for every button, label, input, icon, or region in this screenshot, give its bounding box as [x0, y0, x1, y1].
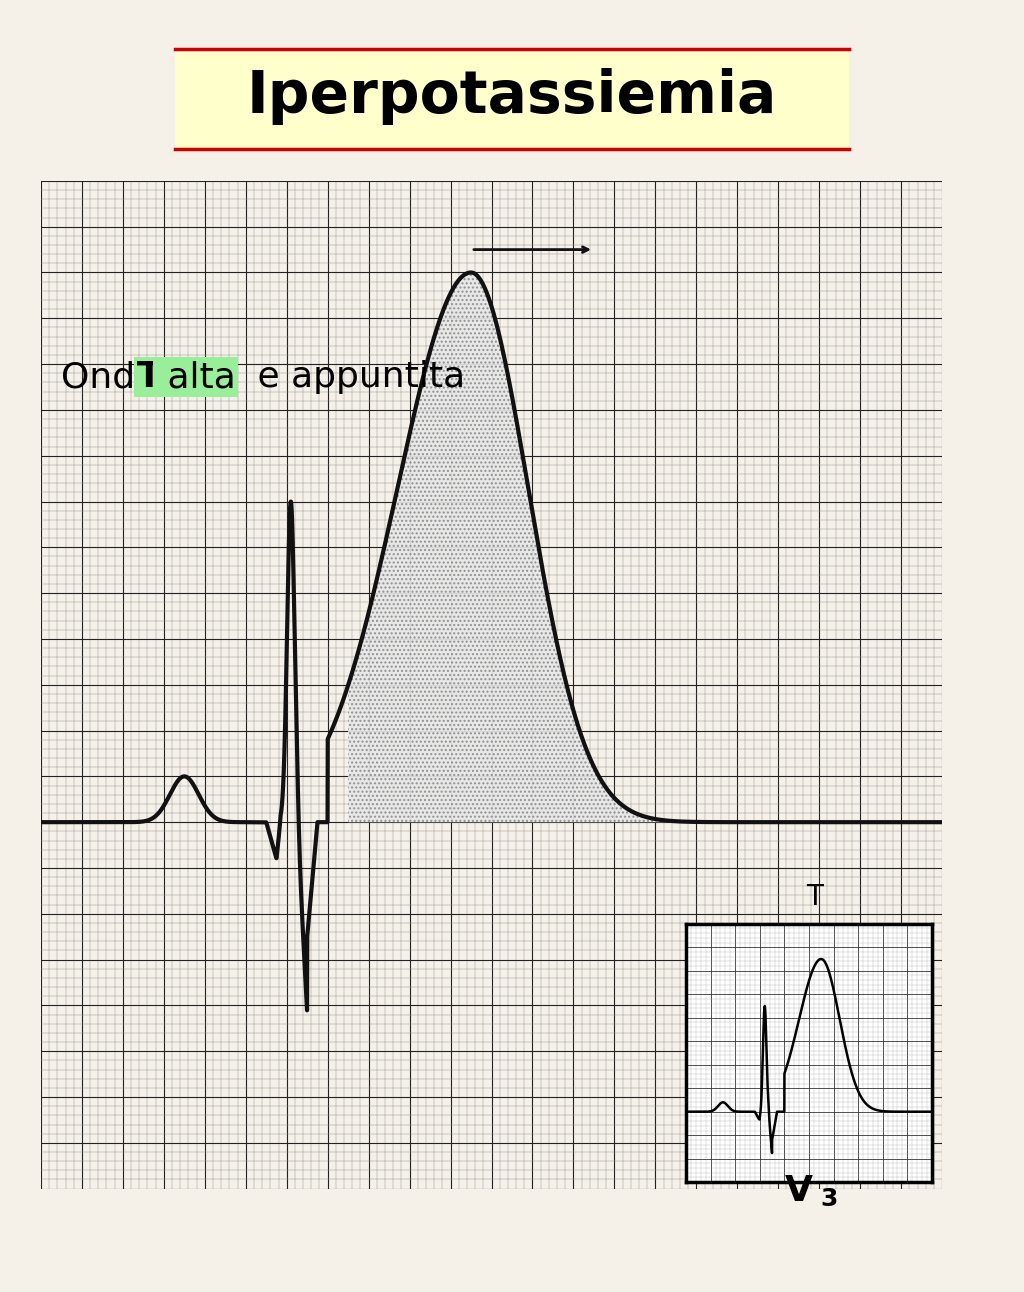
Text: e appuntita: e appuntita	[246, 360, 465, 394]
Text: Iperpotassiemia: Iperpotassiemia	[247, 68, 777, 125]
Text: 3: 3	[821, 1186, 838, 1211]
Text: T: T	[137, 360, 162, 394]
Text: T: T	[806, 882, 822, 911]
FancyBboxPatch shape	[175, 52, 849, 149]
Text: alta: alta	[156, 360, 236, 394]
Text: Onda: Onda	[61, 360, 169, 394]
Text: V: V	[784, 1174, 813, 1208]
